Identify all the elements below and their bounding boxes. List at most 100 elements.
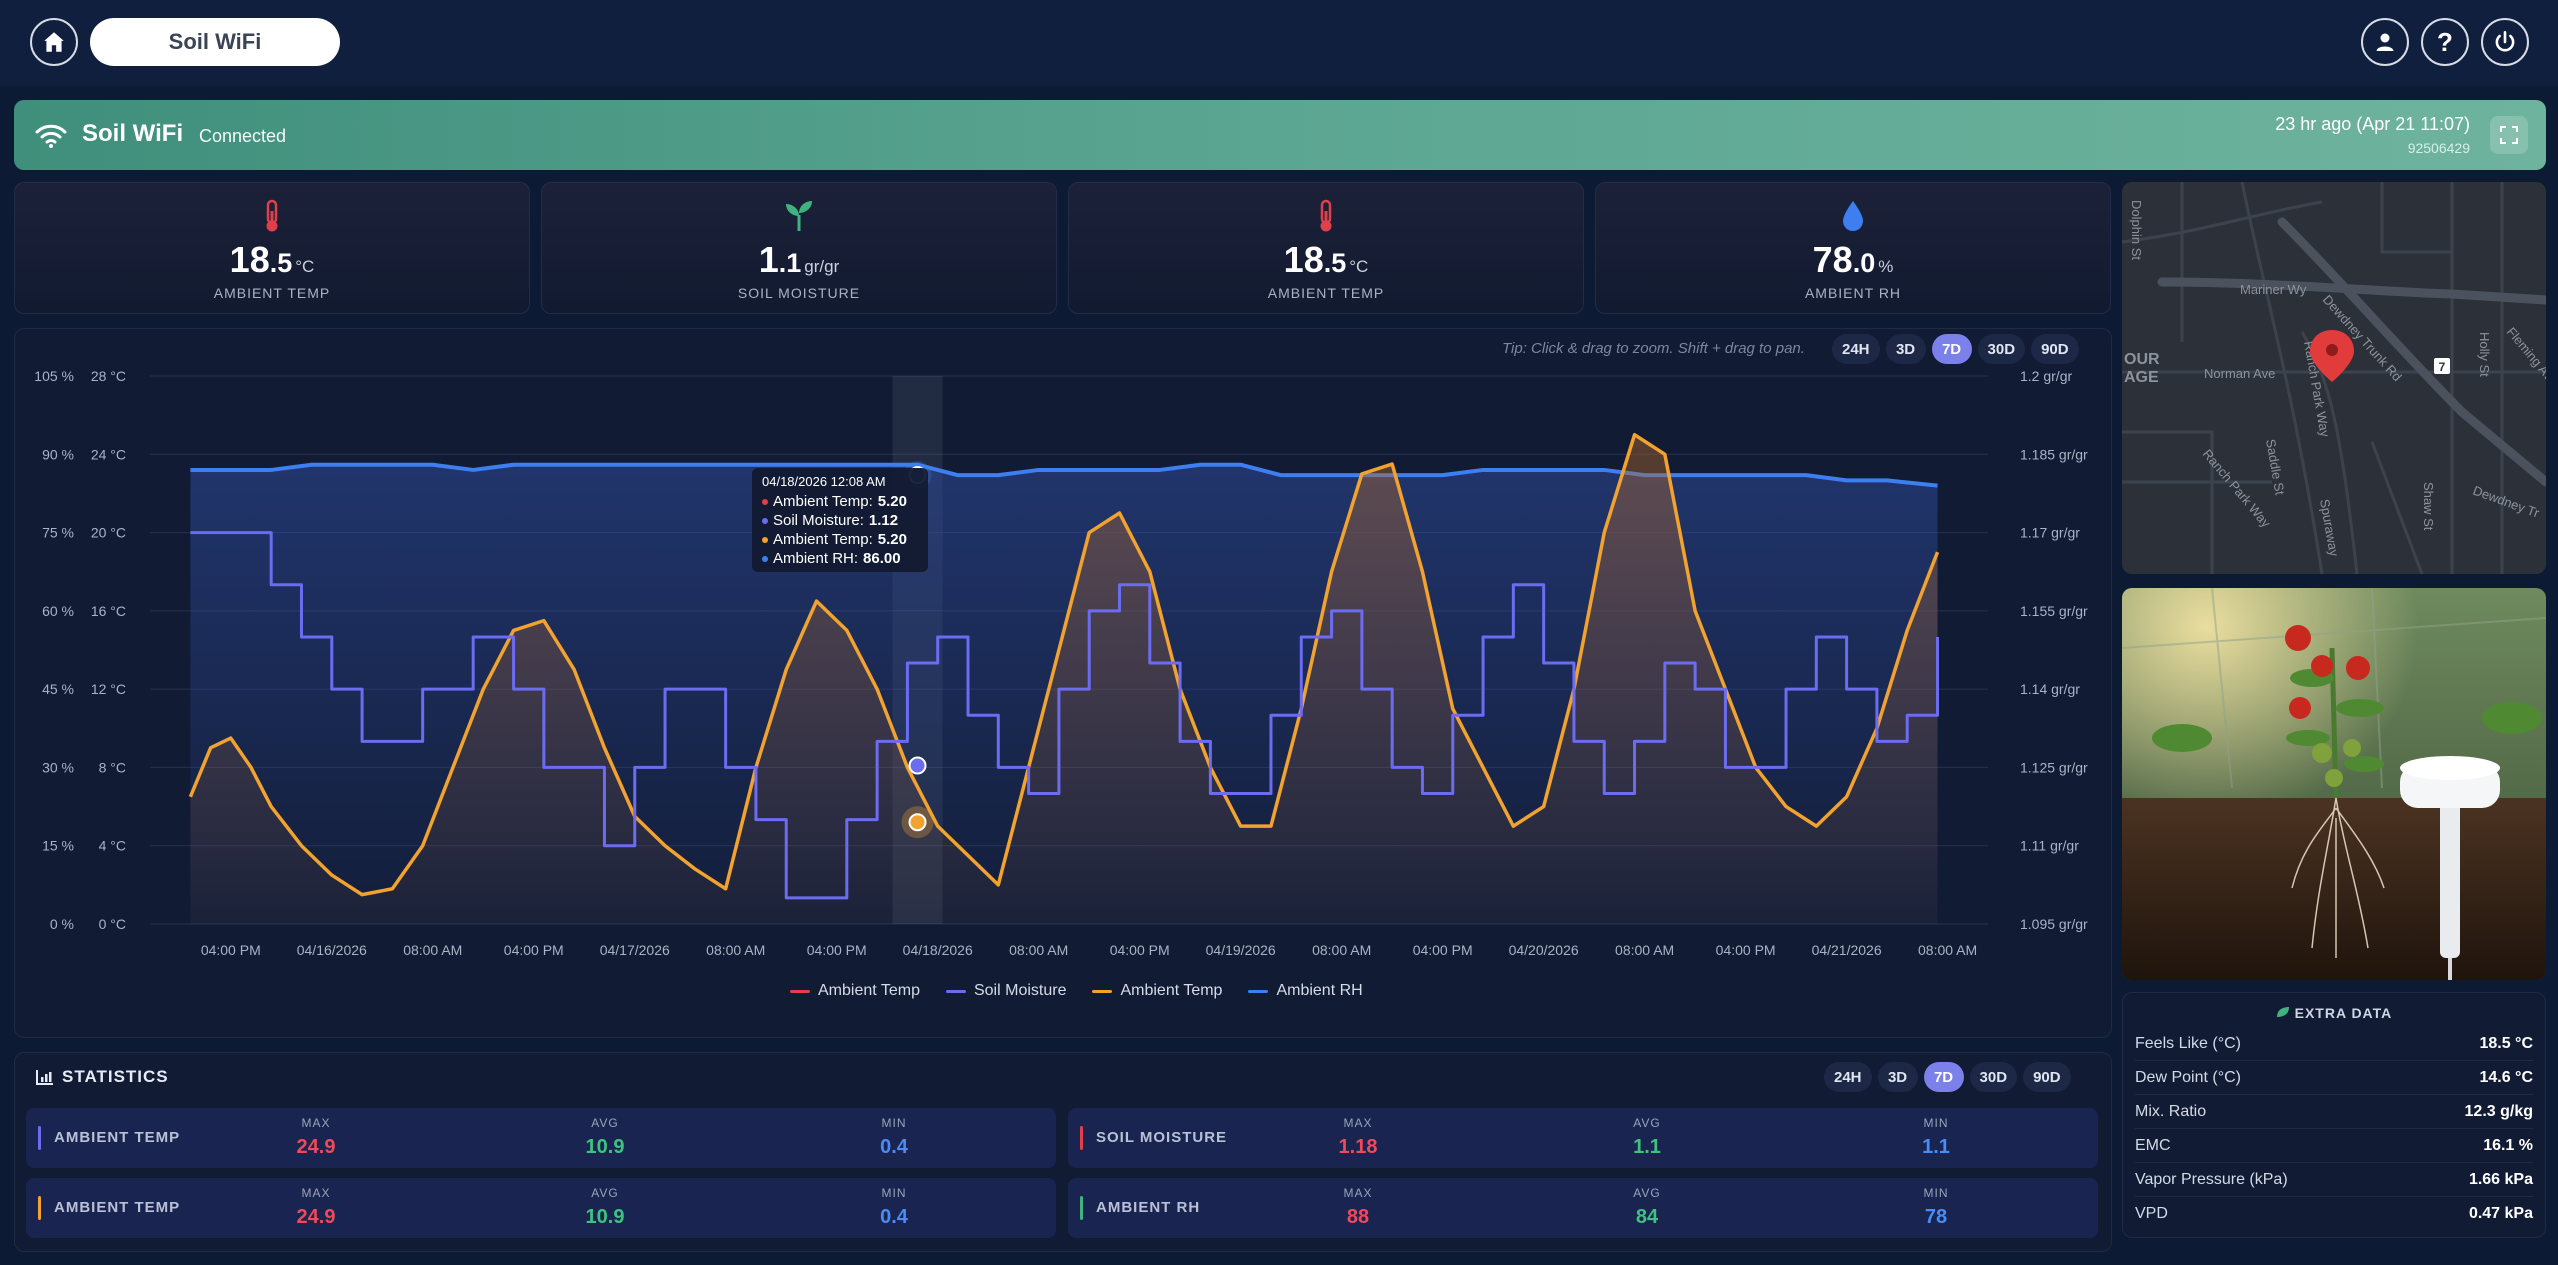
x-tick-label: 08:00 AM bbox=[1615, 942, 1674, 958]
x-tick-label: 04:00 PM bbox=[1413, 942, 1473, 958]
help-button[interactable]: ? bbox=[2421, 18, 2469, 66]
droplet-icon bbox=[1843, 201, 1863, 231]
home-button[interactable] bbox=[30, 18, 78, 66]
stats-row: SOIL MOISTURE MAX 1.18 AVG 1.1 MIN 1.1 bbox=[1068, 1108, 2098, 1168]
x-tick-label: 04/18/2026 bbox=[903, 942, 973, 958]
metric-dec: .5 bbox=[269, 248, 293, 278]
stats-max: MAX 1.18 bbox=[1338, 1116, 1378, 1158]
metric-dec: .5 bbox=[1323, 248, 1347, 278]
leaf-icon bbox=[2276, 1007, 2289, 1017]
y-tick-right: 1.155 gr/gr bbox=[2020, 603, 2088, 619]
fullscreen-icon bbox=[2500, 126, 2518, 144]
x-tick-label: 04/21/2026 bbox=[1812, 942, 1882, 958]
user-icon bbox=[2376, 33, 2394, 51]
legend-item-ambient-rh[interactable]: Ambient RH bbox=[1248, 982, 1363, 1000]
series-line bbox=[190, 531, 1940, 900]
stats-range-24h[interactable]: 24H bbox=[1824, 1062, 1872, 1092]
metric-int: 1 bbox=[758, 239, 779, 280]
metric-int: 78 bbox=[1812, 239, 1853, 280]
chart-range-7d[interactable]: 7D bbox=[1931, 334, 1972, 364]
sensor-photo bbox=[2122, 588, 2546, 980]
extra-row-emc: EMC 16.1 % bbox=[2135, 1129, 2533, 1163]
chart-tooltip: 04/18/2026 12:08 AM Ambient Temp: 5.20 So… bbox=[752, 468, 928, 572]
thermometer-icon bbox=[266, 199, 278, 232]
legend-item-soil-moisture[interactable]: Soil Moisture bbox=[945, 982, 1066, 1000]
y-tick-temp: 8 °C bbox=[99, 759, 126, 775]
hover-point-temp bbox=[908, 813, 927, 832]
extra-data-title: EXTRA DATA bbox=[2123, 1005, 2545, 1021]
metric-card-ambient-rh[interactable]: 78.0% AMBIENT RH bbox=[1595, 182, 2111, 314]
metric-int: 18 bbox=[1283, 239, 1324, 280]
y-tick-pct: 45 % bbox=[42, 681, 74, 697]
metric-card-ambient-temp[interactable]: 18.5 °C AMBIENT TEMP bbox=[14, 182, 530, 314]
y-tick-right: 1.11 gr/gr bbox=[2020, 838, 2079, 854]
stats-range-selector: 24H 3D 7D 30D 90D bbox=[1824, 1062, 2071, 1092]
x-tick-label: 04:00 PM bbox=[1716, 942, 1776, 958]
stats-range-3d[interactable]: 3D bbox=[1877, 1062, 1918, 1092]
metric-label: AMBIENT TEMP bbox=[1267, 285, 1385, 301]
stats-row: AMBIENT RH MAX 88 AVG 84 MIN 78 bbox=[1068, 1178, 2098, 1238]
tooltip-row: Ambient Temp: 5.20 bbox=[762, 492, 918, 511]
metric-card-ambient-temp-2[interactable]: 18.5 °C AMBIENT TEMP bbox=[1068, 182, 1584, 314]
last-seen-text: 23 hr ago (Apr 21 11:07) bbox=[2275, 114, 2470, 134]
stats-range-30d[interactable]: 30D bbox=[1969, 1062, 2018, 1092]
metric-dec: .0 bbox=[1852, 248, 1876, 278]
app-title[interactable]: Soil WiFi bbox=[90, 18, 340, 66]
map-label: Mariner Wy bbox=[2240, 282, 2307, 297]
x-tick-label: 04/20/2026 bbox=[1509, 942, 1579, 958]
x-tick-label: 04/16/2026 bbox=[297, 942, 367, 958]
chart-range-90d[interactable]: 90D bbox=[2031, 334, 2079, 364]
x-tick-label: 04:00 PM bbox=[1110, 942, 1170, 958]
stats-range-90d[interactable]: 90D bbox=[2023, 1062, 2071, 1092]
sprout-icon bbox=[786, 201, 812, 231]
power-button[interactable] bbox=[2481, 18, 2529, 66]
stats-avg: AVG 1.1 bbox=[1633, 1116, 1661, 1158]
device-serial: 92506429 bbox=[2407, 140, 2470, 156]
map-label: Holly St bbox=[2477, 332, 2492, 377]
series-color-bar bbox=[1080, 1196, 1083, 1220]
y-tick-temp: 28 °C bbox=[91, 368, 126, 384]
metric-unit: % bbox=[1878, 257, 1894, 276]
fullscreen-button[interactable] bbox=[2490, 116, 2528, 154]
map-route-number: 7 bbox=[2439, 360, 2446, 374]
extra-row-mix-ratio: Mix. Ratio 12.3 g/kg bbox=[2135, 1095, 2533, 1129]
stats-series-name: SOIL MOISTURE bbox=[1096, 1129, 1228, 1146]
chart-range-3d[interactable]: 3D bbox=[1885, 334, 1926, 364]
stats-max: MAX 88 bbox=[1343, 1186, 1373, 1228]
metric-label: AMBIENT TEMP bbox=[213, 285, 331, 301]
legend-item-ambient-temp-orange[interactable]: Ambient Temp bbox=[1092, 982, 1222, 1000]
location-map[interactable]: Mariner Wy Dewdney Trunk Rd Norman Ave R… bbox=[2122, 182, 2546, 574]
user-button[interactable] bbox=[2361, 18, 2409, 66]
tooltip-time: 04/18/2026 12:08 AM bbox=[762, 474, 886, 489]
legend-item-ambient-temp-red[interactable]: Ambient Temp bbox=[790, 982, 920, 1000]
stats-series-name: AMBIENT RH bbox=[1096, 1199, 1201, 1216]
top-nav-bar: Soil WiFi ? bbox=[0, 0, 2558, 86]
series-color-bar bbox=[1080, 1126, 1083, 1150]
y-tick-right: 1.185 gr/gr bbox=[2020, 446, 2088, 462]
stats-range-7d[interactable]: 7D bbox=[1923, 1062, 1964, 1092]
power-icon bbox=[2495, 30, 2515, 52]
sensor-illustration bbox=[2122, 588, 2546, 980]
stats-avg: AVG 10.9 bbox=[585, 1186, 625, 1228]
extra-row-dew-point: Dew Point (°C) 14.6 °C bbox=[2135, 1061, 2533, 1095]
thermometer-icon bbox=[1320, 199, 1332, 232]
map-pin-icon[interactable] bbox=[2310, 330, 2354, 382]
metric-label: SOIL MOISTURE bbox=[737, 285, 861, 301]
metric-unit: °C bbox=[295, 257, 315, 276]
stats-row: AMBIENT TEMP MAX 24.9 AVG 10.9 MIN 0.4 bbox=[26, 1108, 1056, 1168]
device-status-banner: Soil WiFi Connected 23 hr ago (Apr 21 11… bbox=[14, 100, 2546, 170]
chart-range-30d[interactable]: 30D bbox=[1977, 334, 2026, 364]
metric-card-soil-moisture[interactable]: 1.1 gr/gr SOIL MOISTURE bbox=[541, 182, 1057, 314]
y-tick-temp: 0 °C bbox=[99, 916, 126, 932]
series-color-bar bbox=[38, 1126, 41, 1150]
wifi-icon bbox=[35, 124, 67, 148]
stats-avg: AVG 84 bbox=[1633, 1186, 1661, 1228]
stats-min: MIN 0.4 bbox=[880, 1186, 908, 1228]
metric-unit: °C bbox=[1349, 257, 1369, 276]
help-icon: ? bbox=[2437, 26, 2453, 57]
series-line bbox=[188, 432, 1940, 897]
y-tick-temp: 4 °C bbox=[99, 838, 126, 854]
metric-dec: .1 bbox=[778, 248, 802, 278]
chart-range-24h[interactable]: 24H bbox=[1832, 334, 1880, 364]
